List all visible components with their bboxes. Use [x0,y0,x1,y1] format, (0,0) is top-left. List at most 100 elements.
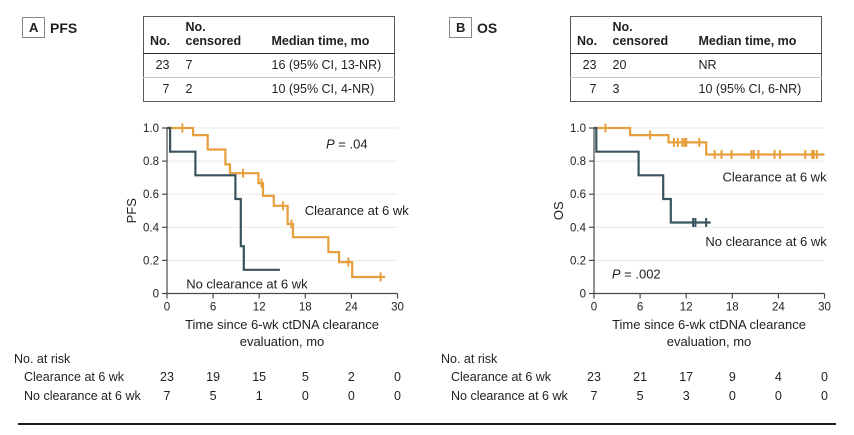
summary-header-median: Median time, mo [265,16,395,54]
y-tick-label: 1.0 [570,123,586,135]
summary-row-clearance: 23 7 16 (95% CI, 13-NR) [144,54,395,78]
risk-count: 19 [206,370,221,384]
risk-count: 0 [347,389,355,403]
y-tick-label: 0.8 [143,156,159,168]
km-curve-no-clearance-at-6-wk [167,126,280,271]
y-tick-label: 0 [580,289,586,301]
x-axis-title-os: Time since 6-wk ctDNA clearance evaluati… [539,317,854,351]
x-tick-label: 0 [591,302,597,314]
risk-table-pfs: No. at risk Clearance at 6 wk 23 19 15 5 2 0 No… [0,352,427,416]
summary-header-no: No. [570,16,607,54]
no-at-risk-label: No. at risk [14,352,71,366]
risk-table-os: No. at risk Clearance at 6 wk 23 21 17 9 4 0 No… [427,352,854,416]
series-label: No clearance at 6 wk [705,234,827,249]
risk-row-label: Clearance at 6 wk [451,370,552,384]
y-tick-label: 0.6 [570,189,586,201]
risk-count: 23 [587,370,601,384]
risk-count: 23 [160,370,174,384]
risk-count: 0 [394,389,401,403]
x-axis-title-line1: Time since 6-wk ctDNA clearance [612,317,806,332]
x-tick-label: 24 [772,302,785,314]
risk-count: 9 [728,370,736,384]
y-tick-label: 0.4 [143,222,160,234]
summary-cell-no: 23 [582,58,597,72]
y-axis-title: PFS [124,198,139,224]
risk-row-label: Clearance at 6 wk [24,370,125,384]
p-value: P = .002 [612,266,661,281]
km-curve-no-clearance-at-6-wk [594,126,711,224]
x-tick-label: 6 [637,302,643,314]
risk-count: 15 [252,370,267,384]
summary-cell-median: NR [698,58,717,72]
risk-count: 0 [301,389,309,403]
risk-count: 2 [347,370,355,384]
y-tick-label: 0.2 [143,255,159,267]
x-tick-label: 12 [680,302,693,314]
x-tick-label: 6 [210,302,216,314]
summary-table-os: No. No. censored Median time, mo 23 20 N… [570,16,822,102]
summary-row-no-clearance: 7 3 10 (95% CI, 6-NR) [570,77,822,102]
summary-row-no-clearance: 7 2 10 (95% CI, 4-NR) [143,77,395,102]
x-tick-label: 0 [164,302,170,314]
km-curve-clearance-at-6-wk [594,126,825,156]
summary-cell-no: 23 [155,58,170,72]
panel-pfs: A PFS No. No. censored Median time, mo 2… [0,16,427,416]
y-tick-label: 0.4 [570,222,587,234]
risk-count: 0 [774,389,782,403]
risk-count: 7 [163,389,171,403]
risk-count: 0 [394,370,401,384]
panel-b-title: OS [477,20,498,36]
p-value: P = .04 [326,137,368,152]
risk-count: 5 [209,389,217,403]
risk-count: 0 [821,389,828,403]
risk-row-label: No clearance at 6 wk [451,389,568,403]
summary-cell-censored: 20 [612,58,627,72]
panel-os: B OS No. No. censored Median time, mo 23… [427,0,854,435]
figure-bottom-rule [18,423,836,425]
x-axis-title-line1: Time since 6-wk ctDNA clearance [185,317,379,332]
panel-a-title: PFS [50,20,78,36]
x-tick-label: 24 [345,302,358,314]
x-axis-title-line2: evaluation, mo [666,333,752,349]
km-chart-os: 0 0.2 0.4 0.6 0.8 1.0 0 6 12 18 24 30 OS Clearance at… [551,123,831,314]
series-label: No clearance at 6 wk [186,276,308,291]
risk-count: 17 [679,370,694,384]
summary-header-no: No. [143,16,180,54]
y-tick-label: 0.2 [570,255,586,267]
risk-count: 0 [728,389,736,403]
km-chart-pfs: 0 0.2 0.4 0.6 0.8 1.0 0 6 12 18 24 30 PFS Clearance a… [124,123,410,314]
summary-header-censored: No. censored [606,16,693,54]
panel-a-tag: A [22,17,46,38]
y-tick-label: 1.0 [143,123,159,135]
y-tick-label: 0.8 [570,156,586,168]
summary-cell-median: 16 (95% CI, 13-NR) [271,58,382,72]
summary-cell-median: 10 (95% CI, 4-NR) [265,77,395,102]
km-curve-clearance-at-6-wk [167,126,386,279]
x-tick-label: 12 [253,302,266,314]
no-at-risk-label: No. at risk [441,352,498,366]
summary-cell-censored: 2 [179,77,266,102]
y-tick-label: 0 [153,289,159,301]
y-tick-label: 0.6 [143,189,159,201]
risk-count: 0 [821,370,828,384]
risk-count: 3 [682,389,690,403]
x-tick-label: 18 [726,302,739,314]
summary-row-clearance: 23 20 NR [571,54,822,78]
panel-b-tag: B [449,17,473,38]
series-label: Clearance at 6 wk [305,203,410,218]
summary-table-pfs: No. No. censored Median time, mo 23 7 16… [143,16,395,102]
series-label: Clearance at 6 wk [723,170,828,185]
summary-cell-censored: 7 [185,58,193,72]
risk-count: 1 [255,389,263,403]
x-tick-label: 30 [391,302,404,314]
summary-cell-no: 7 [570,77,607,102]
x-axis-title-pfs: Time since 6-wk ctDNA clearance evaluati… [112,317,452,351]
summary-cell-no: 7 [143,77,180,102]
risk-count: 21 [633,370,648,384]
risk-count: 7 [590,389,598,403]
x-tick-label: 18 [299,302,312,314]
risk-row-label: No clearance at 6 wk [24,389,141,403]
risk-count: 4 [774,370,782,384]
summary-cell-censored: 3 [606,77,693,102]
